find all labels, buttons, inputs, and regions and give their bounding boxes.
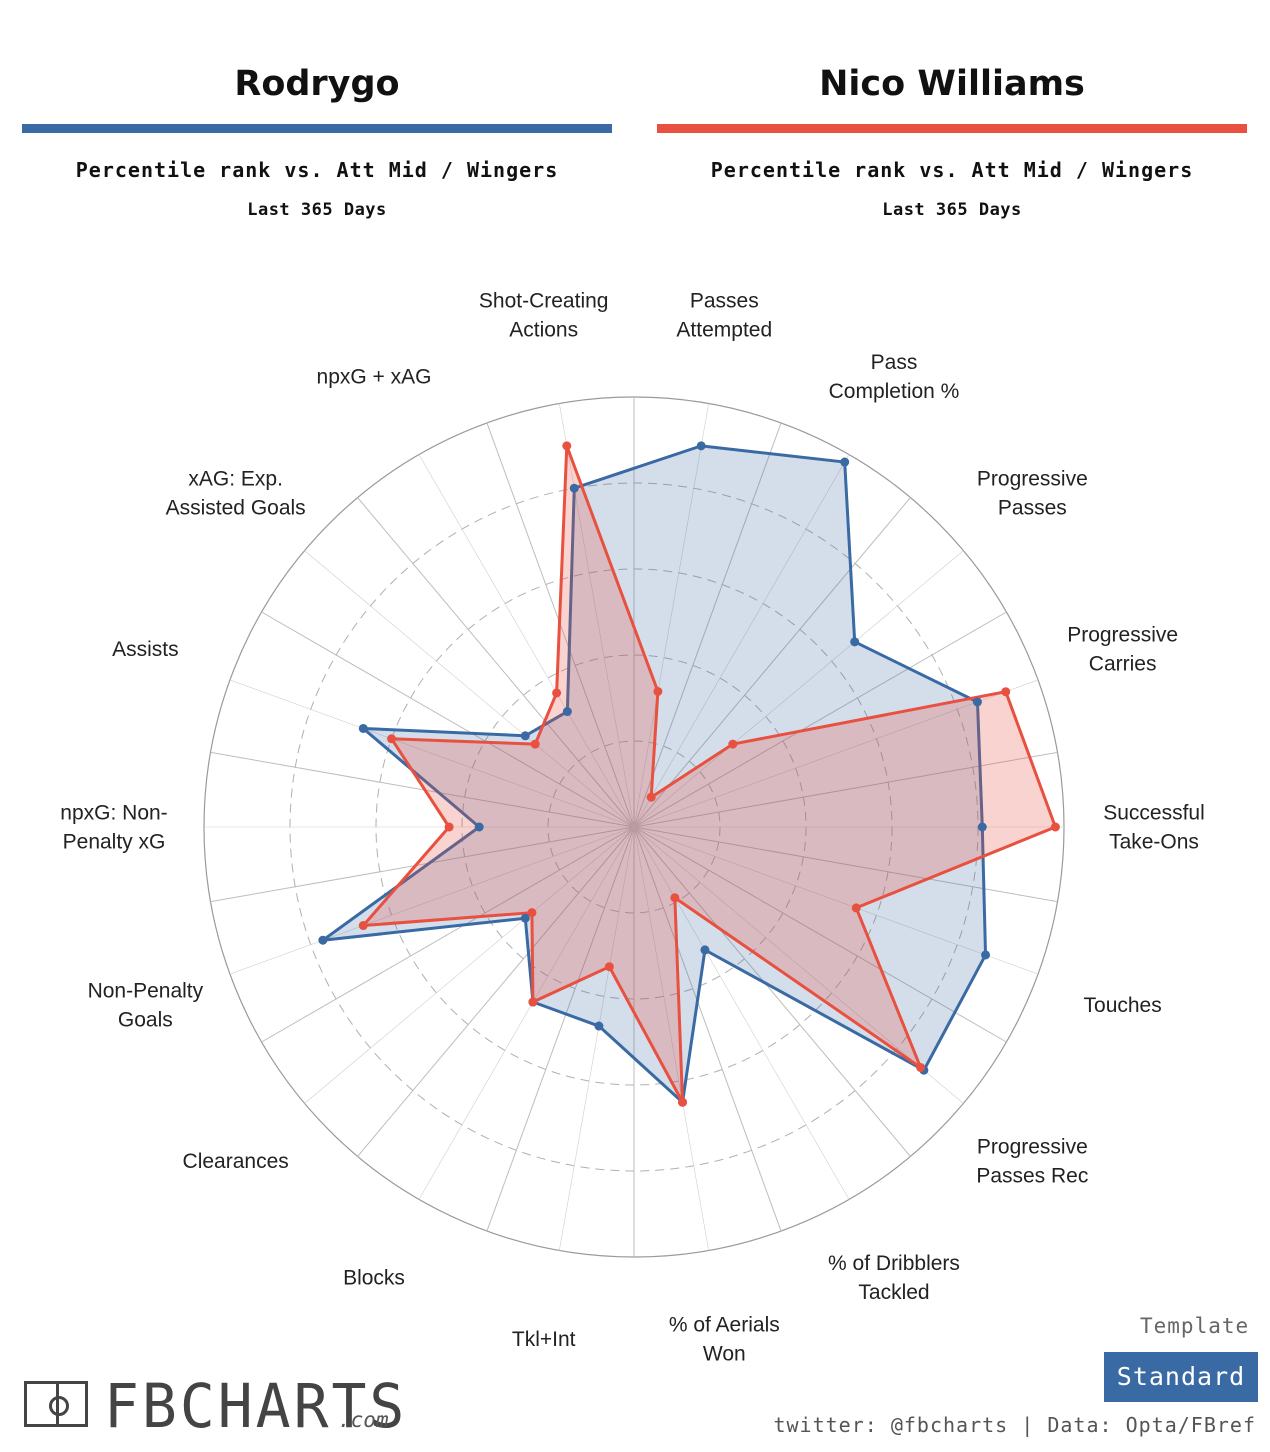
brand-logo-suffix: .com — [338, 1408, 389, 1432]
axis-label: npxG + xAG — [317, 366, 432, 389]
radar-spoke — [633, 826, 782, 1232]
axis-label: Blocks — [343, 1266, 405, 1289]
data-point-rodrygo — [850, 637, 860, 647]
data-point-rodrygo — [358, 723, 368, 733]
axis-label: npxG: Non-Penalty xG — [60, 802, 167, 854]
player-2-subtitle: Percentile rank vs. Att Mid / Wingers — [710, 158, 1194, 182]
radar-spoke — [633, 611, 1007, 828]
radar-axis — [559, 403, 635, 828]
template-label: Template — [1140, 1314, 1250, 1338]
axis-label: Touches — [1084, 994, 1162, 1017]
radar-spoke — [633, 422, 782, 828]
pitch-logo-icon — [24, 1381, 88, 1427]
axis-label: Progressive Passes — [977, 467, 1088, 519]
player-1-color-bar — [22, 124, 612, 133]
data-point-rodrygo — [562, 707, 572, 717]
radar-spoke — [486, 826, 635, 1232]
credits-text: twitter: @fbcharts | Data: Opta/FBref — [773, 1413, 1256, 1437]
data-point-nico-williams — [728, 739, 738, 749]
player-2-color-bar — [657, 124, 1247, 133]
player-2-period: Last 365 Days — [882, 200, 1022, 220]
radar-axis — [418, 454, 635, 828]
data-point-nico-williams — [1001, 687, 1011, 697]
data-point-rodrygo — [569, 483, 579, 493]
data-point-nico-williams — [851, 903, 861, 913]
axis-label: Successful Take-Ons — [1103, 802, 1205, 854]
axis-label: % of Aerials Won — [669, 1314, 780, 1366]
radar-axis — [559, 826, 635, 1251]
template-standard-button[interactable]: Standard — [1104, 1352, 1258, 1402]
data-point-rodrygo — [700, 945, 710, 955]
data-point-nico-williams — [444, 822, 454, 832]
data-point-nico-williams — [528, 997, 538, 1007]
axis-label: Passes Attempted — [676, 289, 772, 341]
axis-label: xAG: Exp. Assisted Goals — [166, 467, 306, 519]
player-1-period: Last 365 Days — [247, 200, 387, 220]
radar-axis — [633, 826, 709, 1251]
axis-label: Progressive Carries — [1067, 624, 1178, 676]
radar-spoke — [210, 751, 635, 828]
data-point-nico-williams — [678, 1097, 688, 1107]
radar-spoke — [633, 751, 1058, 828]
data-point-rodrygo — [520, 913, 530, 923]
radar-axis — [229, 826, 635, 975]
data-point-nico-williams — [562, 441, 572, 451]
radar-spoke — [357, 497, 635, 828]
data-point-nico-williams — [1050, 822, 1060, 832]
axis-label: Shot-Creating Actions — [479, 289, 609, 341]
data-point-rodrygo — [520, 731, 530, 741]
data-point-rodrygo — [981, 950, 991, 960]
radar-spoke — [261, 826, 635, 1043]
radar-spoke — [633, 826, 911, 1157]
radar-spoke — [210, 826, 635, 903]
data-point-nico-williams — [358, 921, 368, 931]
axis-label: Clearances — [183, 1150, 289, 1173]
data-point-nico-williams — [670, 893, 680, 903]
axis-label: Progressive Passes Rec — [976, 1136, 1088, 1188]
axis-label: Non-Penalty Goals — [88, 979, 204, 1031]
radar-axis — [633, 550, 964, 828]
data-point-rodrygo — [318, 935, 328, 945]
data-point-rodrygo — [594, 1021, 604, 1031]
radar-axis — [633, 454, 850, 828]
data-point-nico-williams — [916, 1062, 926, 1072]
radar-spoke — [633, 826, 1007, 1043]
data-point-rodrygo — [474, 822, 484, 832]
radar-spoke — [261, 611, 635, 828]
axis-label: Pass Completion % — [829, 351, 960, 403]
data-point-nico-williams — [387, 734, 397, 744]
data-point-rodrygo — [696, 441, 706, 451]
data-point-nico-williams — [530, 739, 540, 749]
data-point-rodrygo — [977, 822, 987, 832]
player-1-subtitle: Percentile rank vs. Att Mid / Wingers — [75, 158, 559, 182]
radar-axis — [633, 826, 850, 1200]
brand-logo-text: FBCHARTS — [104, 1370, 408, 1442]
axis-label: Tkl+Int — [512, 1328, 576, 1351]
data-point-nico-williams — [527, 908, 537, 918]
radar-spoke — [357, 826, 635, 1157]
radar-spoke — [633, 497, 911, 828]
player-2-name: Nico Williams — [819, 64, 1085, 104]
radar-axis — [418, 826, 635, 1200]
radar-axis — [633, 679, 1039, 828]
axis-label: Assists — [112, 638, 179, 661]
data-point-nico-williams — [552, 688, 562, 698]
radar-axis — [304, 550, 635, 828]
radar-axis — [633, 403, 709, 828]
data-point-rodrygo — [972, 697, 982, 707]
data-point-nico-williams — [646, 792, 656, 802]
data-point-rodrygo — [840, 457, 850, 467]
radar-spoke — [633, 826, 1058, 903]
player-1-name: Rodrygo — [234, 64, 400, 104]
radar-axis — [633, 826, 1039, 975]
axis-label: % of Dribblers Tackled — [828, 1252, 960, 1304]
data-point-nico-williams — [653, 686, 663, 696]
radar-axis — [304, 826, 635, 1104]
data-point-nico-williams — [604, 962, 614, 972]
radar-axis — [229, 679, 635, 828]
